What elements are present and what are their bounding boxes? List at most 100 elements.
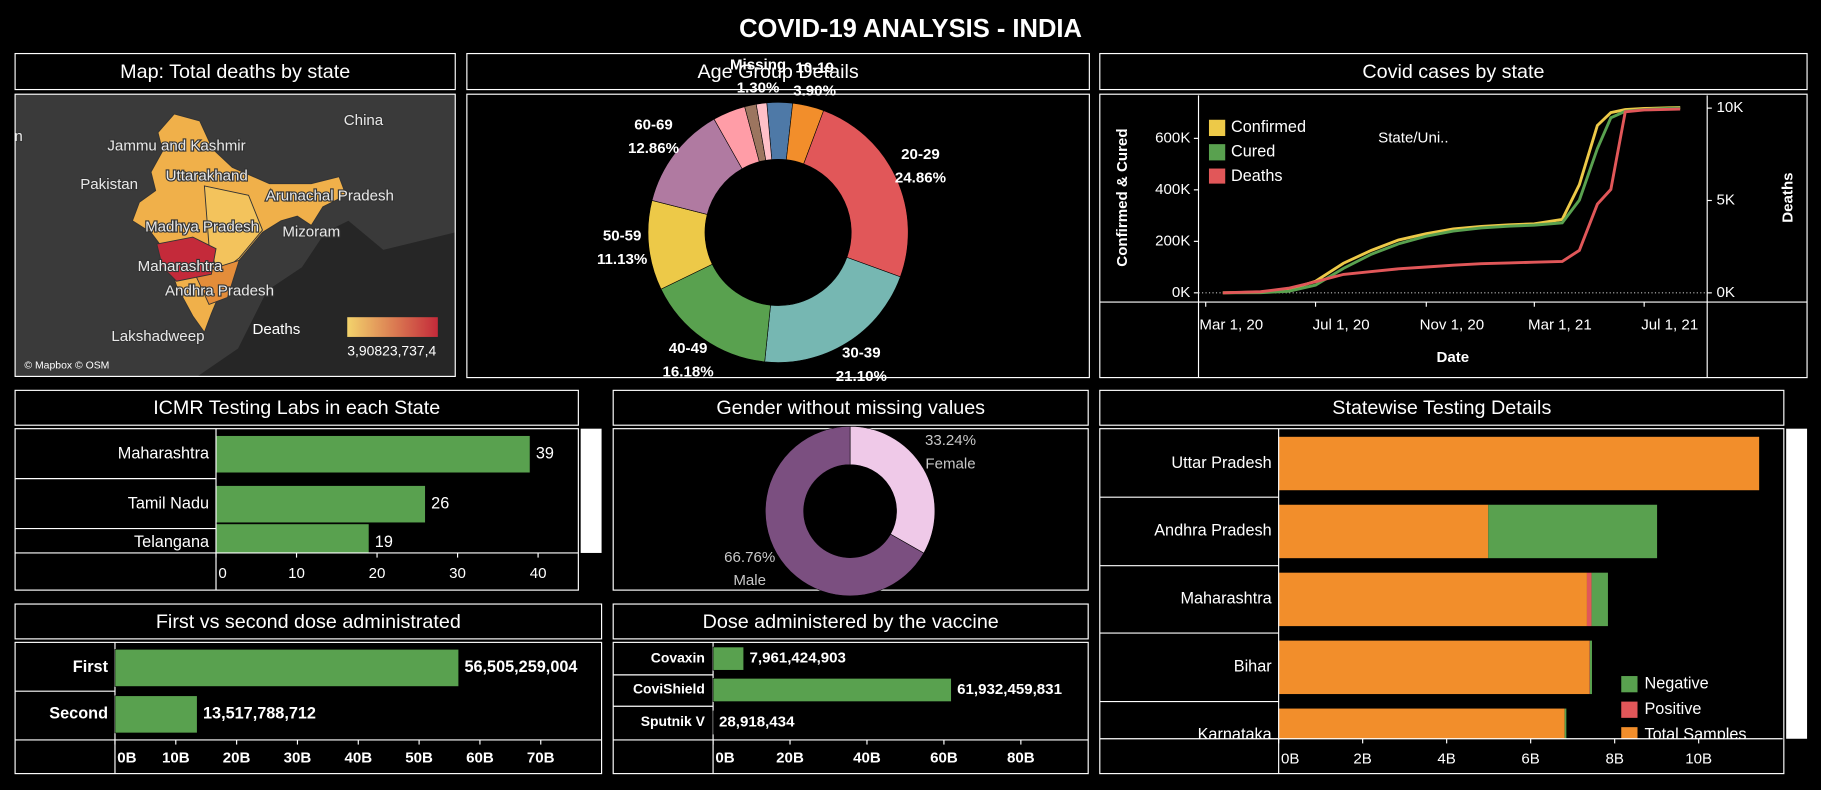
- panel-frame: [14, 93, 456, 377]
- category-label: Uttar Pradesh: [1171, 454, 1271, 472]
- data-label: 28,918,434: [719, 713, 795, 730]
- data-label: 19: [375, 533, 393, 551]
- donut-slice: [803, 110, 909, 278]
- panel-frame: [1099, 93, 1808, 379]
- y2-tick-label: 0K: [1716, 284, 1734, 301]
- x-tick-label: Mar 1, 21: [1528, 316, 1592, 333]
- category-label: Maharashtra: [1180, 590, 1272, 608]
- x-tick-label: 60B: [930, 749, 958, 766]
- x-tick-label: 70B: [527, 749, 555, 766]
- data-label: 3.90%: [793, 83, 836, 100]
- x-tick-label: 20B: [776, 749, 804, 766]
- y2-axis-label: Deaths: [1779, 172, 1796, 222]
- category-label: Andhra Pradesh: [1154, 522, 1271, 540]
- map-label: Maharashtra: [138, 258, 223, 275]
- bar: [114, 695, 198, 734]
- legend-swatch: [1621, 701, 1638, 718]
- data-label: 1.30%: [737, 80, 780, 97]
- bar-segment: [1488, 504, 1658, 559]
- scrollbar[interactable]: [580, 428, 602, 553]
- panel-frame: [1099, 428, 1785, 775]
- donut-slice: [849, 426, 936, 554]
- bar: [712, 678, 952, 702]
- bar-segment: [1564, 708, 1567, 739]
- x-tick-label: 6B: [1521, 751, 1539, 768]
- legend-label: Cured: [1231, 143, 1275, 161]
- panel-title-box: [1099, 389, 1785, 426]
- panel-title: Gender without missing values: [716, 397, 985, 419]
- bar-segment: [1278, 572, 1587, 627]
- data-label: 12.86%: [628, 140, 680, 157]
- x-tick-label: 80B: [1007, 749, 1035, 766]
- map-label: Jammu and Kashmir: [107, 137, 245, 154]
- x-tick-label: Mar 1, 20: [1199, 316, 1263, 333]
- panel-title-box: [14, 389, 579, 426]
- slice-label: 30-39: [842, 345, 881, 362]
- category-label: Sputnik V: [641, 713, 706, 729]
- map-label: Pakistan: [80, 176, 138, 193]
- data-label: 13,517,788,712: [203, 705, 316, 723]
- line-series: [1222, 107, 1681, 295]
- legend-label: Negative: [1644, 674, 1708, 692]
- x-tick-label: 10: [288, 565, 305, 582]
- data-label: 66.76%: [724, 549, 775, 566]
- x-tick-label: 0: [218, 565, 226, 582]
- bar-segment: [1589, 640, 1592, 695]
- panel-frame: [466, 93, 1090, 379]
- x-tick-label: 60B: [466, 749, 494, 766]
- legend: Confirmed Cured Deaths: [1208, 118, 1306, 185]
- x-tick-label: 50B: [405, 749, 433, 766]
- slice-label: 10-19: [795, 59, 834, 76]
- panel-frame: [14, 428, 579, 591]
- legend-label: Deaths: [1231, 167, 1283, 185]
- plot-area: Uttar Pradesh Andhra Pradesh Maharashtra Bi…: [1099, 436, 1760, 744]
- bar-segment: [1278, 640, 1590, 695]
- slice-label: 20-29: [901, 146, 940, 163]
- bar: [215, 523, 370, 553]
- category-label: CoviShield: [633, 681, 705, 697]
- map-label: Madhya Pradesh: [145, 219, 259, 236]
- data-label: 16.18%: [663, 363, 715, 380]
- donut-slice: [765, 426, 925, 597]
- dashboard-title: COVID-19 ANALYSIS - INDIA: [739, 15, 1082, 43]
- panel-title-box: [14, 52, 456, 91]
- x-tick-label: 20B: [223, 749, 251, 766]
- x-tick-label: 10B: [1685, 751, 1712, 768]
- x-tick-label: 30: [449, 565, 466, 582]
- x-tick-label: 20: [369, 565, 386, 582]
- panel-frame: [14, 641, 603, 775]
- category-label: Bihar: [1234, 658, 1273, 676]
- x-tick-label: 0B: [715, 749, 734, 766]
- panel-title: Dose administered by the vaccine: [703, 611, 999, 633]
- x-tick-label: Jul 1, 20: [1313, 316, 1370, 333]
- x-tick-label: 10B: [162, 749, 190, 766]
- map-label: Arunachal Pradesh: [266, 187, 394, 204]
- y-tick-label: 0K: [1172, 284, 1190, 301]
- map: China n Jammu and Kashmir Pakistan Uttarakha…: [15, 94, 456, 377]
- panel-title: First vs second dose administrated: [156, 611, 461, 633]
- panel-title-box: [612, 603, 1089, 640]
- panel-title-box: [612, 389, 1089, 426]
- bar-segment: [1278, 436, 1760, 491]
- slice-label: Female: [925, 455, 975, 472]
- panel-title-box: [466, 52, 1090, 91]
- legend-label: Total Samples: [1644, 726, 1746, 744]
- category-label: First: [73, 658, 109, 676]
- x-tick-label: 0B: [117, 749, 136, 766]
- x-tick-label: 40: [530, 565, 547, 582]
- bar-segment: [1278, 504, 1489, 559]
- scrollbar[interactable]: [1786, 428, 1808, 739]
- x-tick-label: Jul 1, 21: [1641, 316, 1698, 333]
- panel-frame: [612, 641, 1089, 775]
- slice-label: 60-69: [634, 117, 673, 134]
- category-label: Tamil Nadu: [128, 494, 209, 512]
- data-label: 33.24%: [925, 432, 976, 449]
- line-series: [1222, 106, 1681, 295]
- plot-area: Maharashtra 39 Tamil Nadu 26 Telangana 19: [15, 435, 554, 553]
- bar-segment: [1586, 572, 1592, 627]
- x-tick-label: 4B: [1437, 751, 1455, 768]
- category-label: Maharashtra: [118, 445, 210, 463]
- legend-swatch: [1621, 727, 1638, 739]
- y-tick-label: 400K: [1155, 181, 1190, 198]
